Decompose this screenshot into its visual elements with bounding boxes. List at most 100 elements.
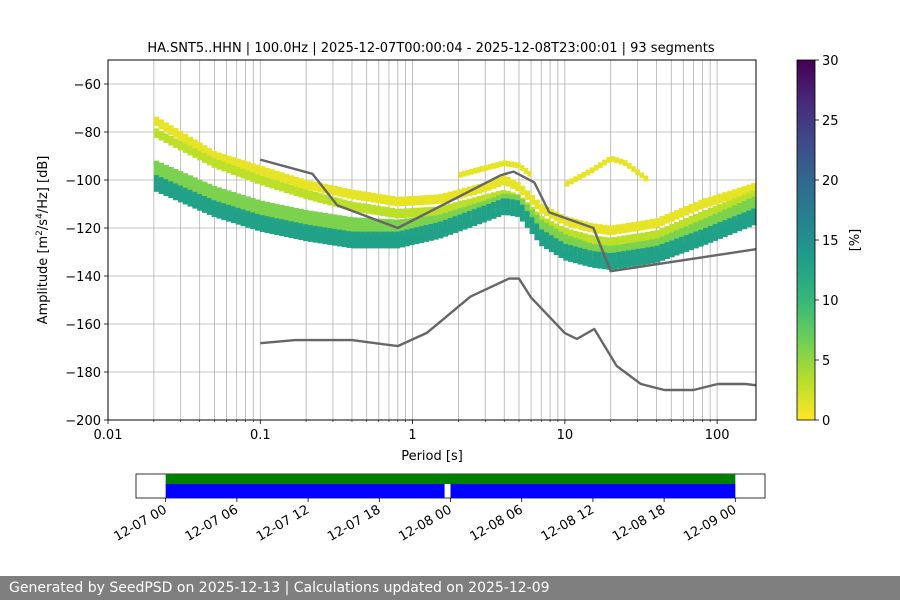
psd-heatmap-cell xyxy=(365,231,372,249)
psd-heatmap-cell xyxy=(712,206,719,216)
psd-heatmap-cell xyxy=(385,195,391,205)
psd-outlier-cell xyxy=(606,156,612,163)
psd-heatmap-cell xyxy=(678,228,685,246)
psd-heatmap-cell xyxy=(717,211,723,229)
psd-heatmap-cell xyxy=(727,190,733,201)
psd-heatmap-cell xyxy=(298,223,304,241)
psd-heatmap-cell xyxy=(235,158,242,169)
psd-heatmap-cell xyxy=(173,138,179,148)
psd-heatmap-cell xyxy=(351,189,357,200)
psd-heatmap-cell xyxy=(746,184,752,195)
psd-heatmap-cell xyxy=(380,206,386,217)
psd-heatmap-cell xyxy=(650,246,656,264)
psd-heatmap-cell xyxy=(307,225,314,242)
psd-heatmap-cell xyxy=(317,193,324,203)
psd-heatmap-cell xyxy=(611,225,617,235)
psd-heatmap-cell xyxy=(307,180,314,191)
psd-heatmap-cell xyxy=(173,169,179,186)
psd-heatmap-cell xyxy=(269,169,275,179)
psd-heatmap-cell xyxy=(625,234,632,245)
psd-heatmap-cell xyxy=(322,194,328,205)
psd-heatmap-cell xyxy=(375,193,381,204)
chart-title: HA.SNT5..HHN | 100.0Hz | 2025-12-07T00:0… xyxy=(147,41,714,56)
psd-heatmap-cell xyxy=(385,231,391,249)
psd-outlier-cell xyxy=(618,158,624,165)
psd-heatmap-cell xyxy=(510,179,516,189)
psd-heatmap-cell xyxy=(245,210,251,228)
psd-heatmap-cell xyxy=(192,139,198,150)
psd-heatmap-cell xyxy=(635,248,641,266)
psd-heatmap-cell xyxy=(177,171,184,188)
psd-heatmap-cell xyxy=(486,181,492,191)
psd-heatmap-cell xyxy=(153,160,160,178)
psd-outlier-cell xyxy=(527,170,532,177)
psd-heatmap-cell xyxy=(621,235,627,246)
psd-heatmap-cell xyxy=(418,195,425,206)
colorbar-tick-label: 15 xyxy=(822,234,839,249)
psd-heatmap-cell xyxy=(587,234,593,245)
psd-outlier-cell xyxy=(614,157,620,164)
psd-heatmap-cell xyxy=(336,215,343,233)
psd-heatmap-cell xyxy=(553,238,560,256)
psd-heatmap-cell xyxy=(317,226,324,244)
psd-heatmap-cell xyxy=(423,216,430,234)
psd-heatmap-cell xyxy=(385,219,391,236)
psd-heatmap-cell xyxy=(601,252,608,270)
psd-heatmap-cell xyxy=(216,160,222,170)
psd-heatmap-cell xyxy=(283,173,290,184)
psd-heatmap-cell xyxy=(674,222,680,232)
psd-heatmap-cell xyxy=(216,152,222,163)
psd-outlier-cell xyxy=(505,160,510,167)
psd-heatmap-cell xyxy=(399,219,405,236)
psd-outlier-cell xyxy=(602,159,607,166)
psd-heatmap-cell xyxy=(158,130,165,141)
psd-heatmap-cell xyxy=(544,206,550,217)
psd-heatmap-cell xyxy=(722,192,728,202)
psd-heatmap-cell xyxy=(312,225,319,243)
x-tick-label: 100 xyxy=(705,428,730,443)
psd-outlier-cell xyxy=(568,178,574,185)
psd-heatmap-cell xyxy=(678,236,685,254)
psd-outlier-cell xyxy=(643,175,649,182)
psd-heatmap-cell xyxy=(606,225,613,235)
y-tick-label: −60 xyxy=(74,78,101,93)
psd-heatmap-cell xyxy=(327,195,333,206)
psd-heatmap-cell xyxy=(360,191,367,201)
psd-heatmap-cell xyxy=(269,217,275,235)
psd-heatmap-cell xyxy=(674,238,680,256)
psd-heatmap-cell xyxy=(563,228,569,238)
psd-heatmap-cell xyxy=(476,184,483,194)
psd-heatmap-cell xyxy=(693,222,699,240)
psd-heatmap-cell xyxy=(307,190,314,201)
psd-heatmap-cell xyxy=(717,204,723,214)
psd-heatmap-cell xyxy=(471,185,478,195)
psd-heatmap-cell xyxy=(206,155,213,166)
psd-heatmap-cell xyxy=(731,205,738,223)
colorbar-ticks: 0 5 10 15 20 25 30 xyxy=(815,54,839,429)
psd-heatmap-cell xyxy=(722,209,728,227)
psd-heatmap-cell xyxy=(712,213,719,231)
psd-heatmap-cell xyxy=(635,221,641,231)
psd-heatmap-cell xyxy=(341,230,348,248)
psd-heatmap-cell xyxy=(712,224,719,241)
psd-heatmap-cell xyxy=(298,208,304,226)
x-tick-label: 10 xyxy=(557,428,574,443)
psd-heatmap-cell xyxy=(202,196,208,213)
psd-heatmap-cell xyxy=(616,236,622,246)
psd-heatmap-cell xyxy=(741,212,747,230)
psd-heatmap-cell xyxy=(173,128,179,138)
psd-heatmap-cell xyxy=(288,175,295,185)
psd-heatmap-cell xyxy=(332,185,338,196)
psd-heatmap-cell xyxy=(683,205,690,216)
psd-heatmap-cell xyxy=(572,218,579,229)
psd-heatmap-cell xyxy=(640,220,646,231)
psd-outlier-cell xyxy=(585,169,591,176)
psd-heatmap-cell xyxy=(703,218,709,236)
psd-heatmap-cell xyxy=(510,199,516,217)
psd-heatmap-cell xyxy=(230,165,237,175)
psd-heatmap-cell xyxy=(630,222,637,232)
psd-heatmap-cell xyxy=(688,224,694,242)
psd-heatmap-cell xyxy=(293,222,299,240)
psd-heatmap-cell xyxy=(346,188,352,199)
psd-outlier-cell xyxy=(635,169,641,176)
